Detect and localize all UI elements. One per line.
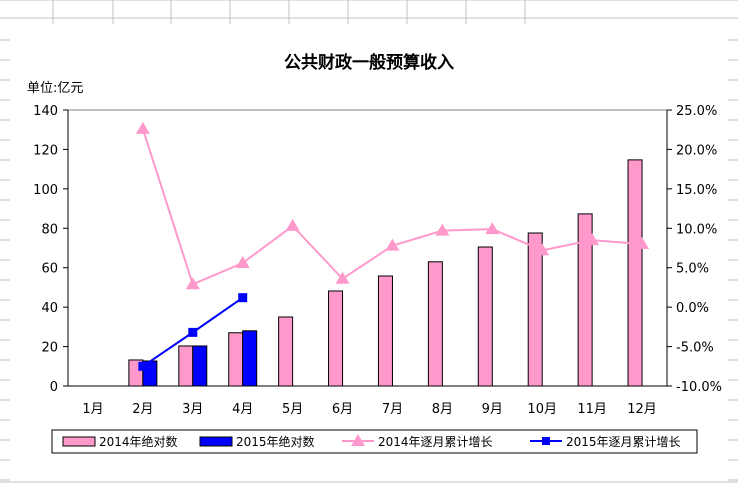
left-tick-label: 20	[41, 341, 58, 356]
line-2014年逐月累计增长	[141, 128, 643, 286]
bar-2014	[527, 232, 543, 387]
legend-label: 2015年逐月累计增长	[566, 435, 681, 449]
square-marker	[188, 327, 198, 337]
triangle-marker	[185, 277, 200, 290]
square-marker	[238, 293, 248, 303]
left-tick-label: 40	[41, 301, 58, 316]
x-tick-label: 10月	[527, 402, 557, 417]
left-tick-label: 80	[41, 222, 58, 237]
x-tick-label: 8月	[432, 402, 453, 417]
x-tick-label: 12月	[627, 402, 657, 417]
left-tick-label: 100	[33, 183, 58, 198]
right-tick-label: 25.0%	[676, 104, 717, 119]
legend-label: 2014年逐月累计增长	[378, 435, 493, 449]
x-tick-label: 11月	[577, 402, 607, 417]
square-marker	[542, 437, 550, 445]
bar-2014	[627, 159, 643, 387]
bar-2014	[427, 261, 443, 387]
triangle-marker	[385, 238, 400, 251]
x-tick-label: 6月	[332, 402, 353, 417]
legend-box	[51, 429, 698, 454]
bar-2014	[178, 345, 194, 387]
triangle-marker	[335, 271, 350, 284]
unit-label: 单位:亿元	[27, 81, 83, 96]
bar-2014	[328, 290, 344, 387]
triangle-marker	[585, 233, 600, 246]
legend-label: 2015年绝对数	[236, 434, 315, 449]
triangle-marker	[635, 237, 650, 250]
x-tick-label: 9月	[482, 402, 503, 417]
legend-label: 2014年绝对数	[99, 434, 178, 449]
left-tick-label: 140	[33, 104, 58, 119]
bar-2015	[242, 330, 258, 387]
bar-2015	[192, 345, 208, 387]
bar-2014	[377, 275, 393, 387]
x-tick-label: 7月	[382, 402, 403, 417]
bar-2014	[577, 213, 593, 387]
x-tick-label: 4月	[232, 402, 253, 417]
right-tick-label: 20.0%	[676, 143, 717, 158]
left-tick-label: 120	[33, 143, 58, 158]
left-tick-label: 60	[41, 262, 58, 277]
triangle-marker	[351, 434, 365, 446]
right-tick-label: 0.0%	[676, 301, 709, 316]
bar-2014	[477, 246, 493, 387]
chart-title: 公共财政一般预算收入	[284, 52, 454, 73]
square-marker	[138, 361, 148, 371]
right-tick-label: 5.0%	[676, 262, 709, 277]
legend: 2014年绝对数 2015年绝对数 2014年逐月累计增长 2015年逐月累计增长	[51, 429, 698, 454]
triangle-marker	[285, 218, 300, 231]
legend-swatch	[199, 436, 233, 447]
right-tick-label: 15.0%	[676, 183, 717, 198]
x-tick-label: 1月	[82, 402, 103, 417]
bar-2014	[278, 316, 294, 387]
bar-2014	[228, 332, 244, 387]
right-tick-label: -10.0%	[676, 380, 722, 395]
legend-swatch	[62, 436, 96, 447]
x-tick-label: 5月	[282, 402, 303, 417]
triangle-marker	[485, 222, 500, 235]
triangle-marker	[535, 243, 550, 256]
right-tick-label: -5.0%	[676, 341, 714, 356]
left-tick-label: 0	[50, 380, 58, 395]
triangle-marker	[135, 121, 150, 134]
x-tick-label: 3月	[182, 402, 203, 417]
x-tick-label: 2月	[132, 402, 153, 417]
triangle-marker	[435, 223, 450, 236]
right-tick-label: 10.0%	[676, 222, 717, 237]
triangle-marker	[235, 255, 250, 268]
plot-area: 0 20 40 60 80 100 120 140 -10.0% -5.0% 0.0% 5.0% 10.…	[33, 104, 722, 417]
plot-border	[67, 109, 668, 387]
